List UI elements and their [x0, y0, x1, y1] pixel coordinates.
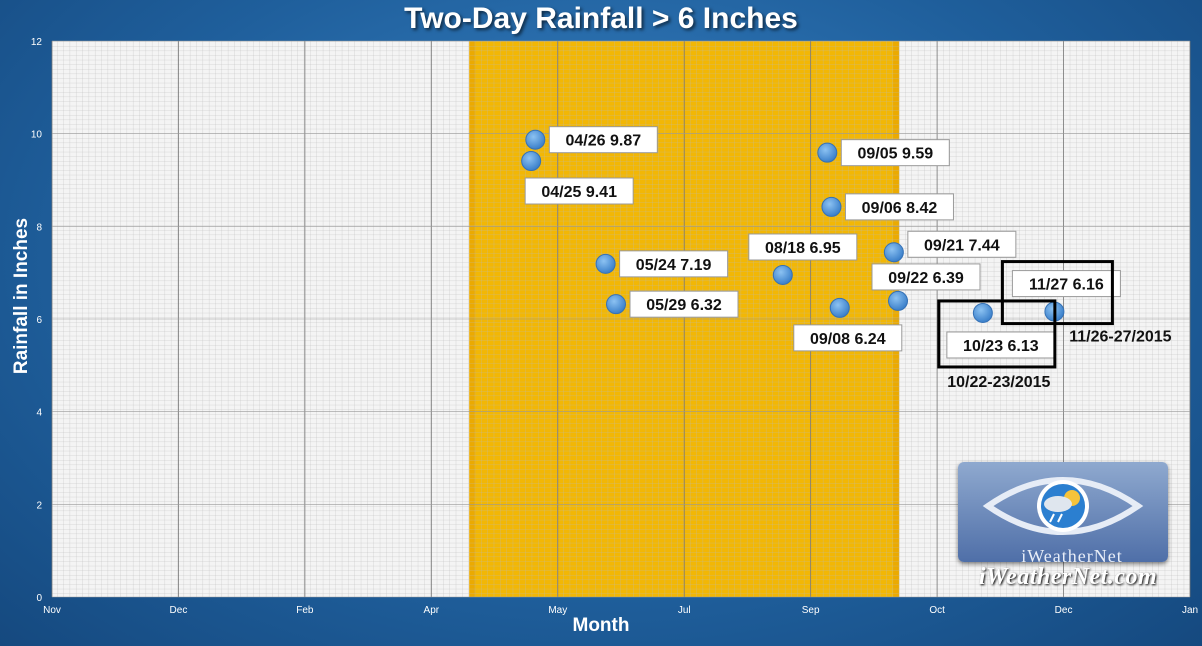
data-label-box [619, 250, 729, 278]
data-point [817, 142, 838, 163]
y-tick-label: 4 [36, 408, 42, 419]
x-tick-label: Dec [170, 605, 188, 616]
data-label: 05/24 7.19 [636, 257, 712, 274]
event-box-nov [1000, 260, 1114, 326]
data-point [883, 242, 904, 263]
x-tick-label: May [548, 605, 567, 616]
data-label: 09/06 8.42 [862, 200, 938, 217]
annotation-nov-2015: 11/26-27/2015 [1069, 329, 1171, 346]
x-tick-label: Dec [1055, 605, 1073, 616]
data-label: 09/08 6.24 [810, 331, 886, 348]
data-label: 11/27 6.16 [1029, 277, 1104, 294]
y-tick-label: 10 [31, 130, 43, 141]
y-tick-label: 6 [36, 315, 42, 326]
data-label-box [748, 233, 858, 261]
data-label-box [844, 193, 954, 221]
x-tick-label: Apr [424, 605, 440, 616]
annotation-oct-2015: 10/22-23/2015 [947, 374, 1050, 391]
data-point [606, 294, 627, 315]
data-point [821, 196, 842, 217]
iweathernet-logo: iWeatherNet iWeatherNet.com [950, 460, 1186, 594]
data-point [521, 151, 542, 172]
chart-title: Two-Day Rainfall > 6 Inches [404, 2, 798, 35]
data-label: 04/26 9.87 [566, 133, 642, 150]
data-label: 10/23 6.13 [963, 338, 1039, 355]
x-tick-label: Jan [1182, 605, 1198, 616]
data-point [829, 297, 850, 318]
data-point [525, 129, 546, 150]
data-label: 05/29 6.32 [646, 297, 722, 314]
data-label: 09/22 6.39 [888, 270, 964, 287]
data-point [772, 264, 793, 285]
data-label-box [840, 139, 950, 167]
data-label-box [907, 230, 1017, 258]
data-label: 09/05 9.59 [857, 146, 933, 163]
logo-inner-text: iWeatherNet [1021, 546, 1123, 566]
data-label: 08/18 6.95 [765, 240, 841, 257]
data-label-box [946, 331, 1056, 359]
data-label-box [524, 177, 634, 205]
y-tick-label: 12 [31, 37, 43, 48]
data-point [595, 253, 616, 274]
x-tick-label: Jul [678, 605, 691, 616]
data-point [888, 290, 909, 311]
data-label-box [548, 126, 658, 154]
x-tick-label: Nov [43, 605, 61, 616]
data-label-box [629, 290, 739, 318]
event-box-oct [937, 299, 1057, 369]
y-tick-label: 0 [36, 593, 42, 604]
eye-icon [982, 477, 1144, 535]
data-label-box [871, 263, 981, 291]
data-label: 09/21 7.44 [924, 237, 1000, 254]
y-tick-label: 2 [36, 500, 42, 511]
data-label-box [1011, 270, 1121, 298]
y-tick-label: 8 [36, 222, 42, 233]
data-label-box [793, 324, 903, 352]
logo-badge: iWeatherNet [958, 462, 1168, 566]
x-tick-label: Sep [802, 605, 820, 616]
x-tick-label: Feb [296, 605, 314, 616]
x-tick-label: Oct [929, 605, 945, 616]
logo-wordmark: iWeatherNet.com [978, 564, 1158, 590]
x-axis-label: Month [572, 615, 630, 636]
data-label: 04/25 9.41 [541, 184, 617, 201]
data-point [972, 302, 993, 323]
